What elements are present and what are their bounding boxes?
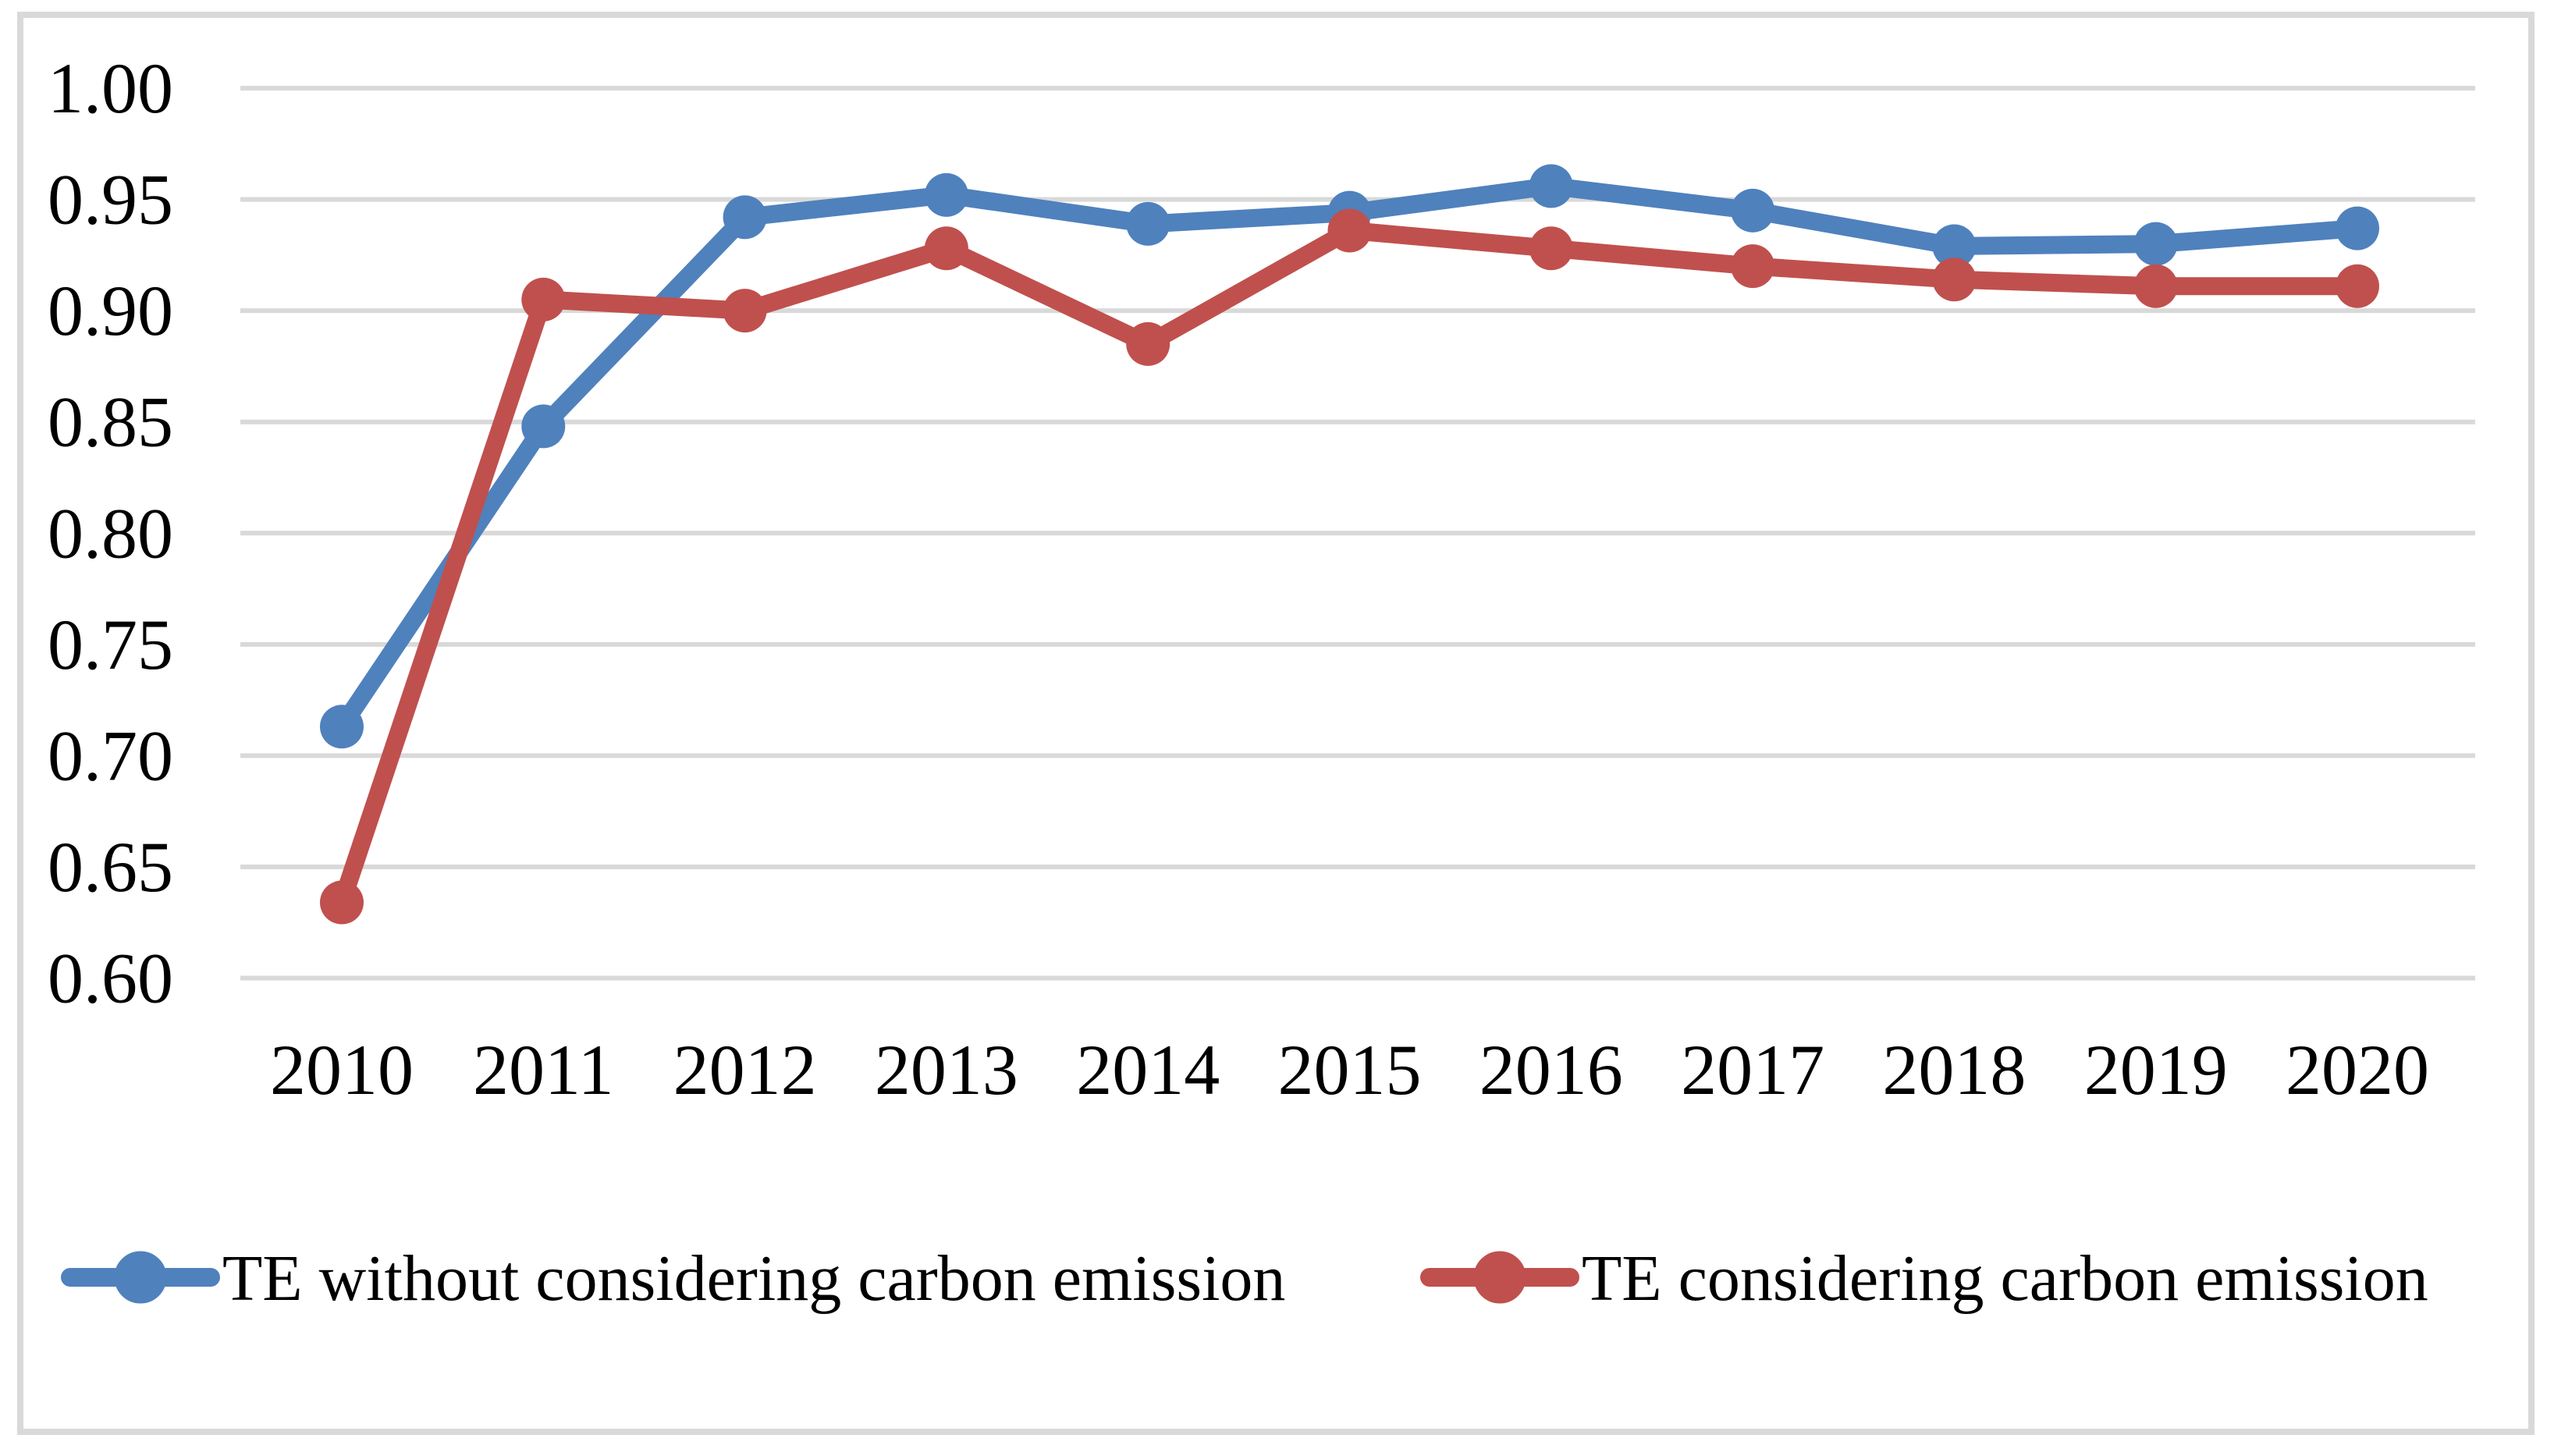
legend-item-te-with-carbon[interactable]: TE considering carbon emission [1420,1242,2428,1315]
data-point-0-2020[interactable] [2336,206,2379,250]
x-tick-label: 2012 [673,1030,817,1110]
chart-frame-border [17,12,2534,1435]
data-point-0-2012[interactable] [723,195,767,240]
x-tick-label: 2015 [1278,1030,1422,1110]
x-tick-label: 2013 [875,1030,1018,1110]
data-point-1-2014[interactable] [1126,321,1170,366]
x-tick-label: 2011 [473,1030,614,1110]
data-point-1-2018[interactable] [1932,257,1977,302]
data-point-0-2010[interactable] [320,705,364,749]
y-tick-label: 0.90 [48,271,173,350]
legend-marker-circle-blue [114,1251,167,1304]
y-tick-label: 0.95 [48,160,173,240]
y-tick-label: 0.65 [48,827,173,907]
data-point-0-2014[interactable] [1126,201,1170,246]
y-tick-label: 0.60 [48,939,173,1018]
data-point-1-2012[interactable] [723,289,767,333]
data-point-1-2020[interactable] [2336,264,2379,308]
y-tick-label: 1.00 [48,48,173,128]
data-point-1-2010[interactable] [320,880,364,925]
data-point-1-2017[interactable] [1731,244,1775,289]
data-point-1-2013[interactable] [924,226,968,271]
data-point-0-2018[interactable] [1932,224,1977,268]
data-point-1-2015[interactable] [1327,208,1372,253]
series-plot-area [320,164,2379,925]
legend-marker-circle-red [1473,1251,1526,1304]
data-point-0-2017[interactable] [1731,188,1775,233]
y-tick-label: 0.80 [48,493,173,573]
legend-item-te-without-carbon[interactable]: TE without considering carbon emission [61,1242,1285,1315]
data-point-1-2016[interactable] [1529,226,1573,271]
data-point-0-2013[interactable] [924,172,968,217]
x-tick-label: 2014 [1076,1030,1220,1110]
x-tick-label: 2010 [270,1030,414,1110]
x-tick-label: 2020 [2286,1030,2429,1110]
x-axis-tick-labels: 2010 2011 2012 2013 2014 2015 2016 2017 2018 2019… [270,1030,2429,1110]
x-tick-label: 2019 [2084,1030,2228,1110]
x-tick-label: 2016 [1479,1030,1623,1110]
legend: TE without considering carbon emission T… [61,1242,2428,1315]
data-point-0-2016[interactable] [1529,164,1573,208]
legend-label-te-without-carbon: TE without considering carbon emission [222,1242,1285,1315]
gridlines [240,86,2475,981]
legend-label-te-with-carbon: TE considering carbon emission [1582,1242,2428,1315]
y-tick-label: 0.70 [48,716,173,795]
y-tick-label: 0.85 [48,382,173,462]
y-axis-tick-labels: 1.00 0.95 0.90 0.85 0.80 0.75 0.70 0.65 0.60 [48,48,173,1018]
data-point-1-2011[interactable] [521,277,566,321]
data-point-0-2019[interactable] [2133,222,2178,266]
x-tick-label: 2017 [1681,1030,1824,1110]
data-point-1-2019[interactable] [2133,264,2178,308]
y-tick-label: 0.75 [48,605,173,684]
x-tick-label: 2018 [1882,1030,2026,1110]
data-point-0-2011[interactable] [521,404,566,449]
